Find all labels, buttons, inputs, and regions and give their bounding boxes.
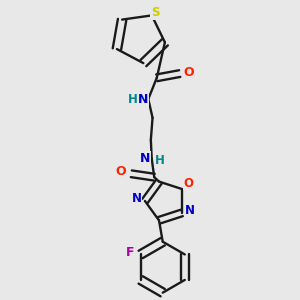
- Text: N: N: [140, 152, 150, 165]
- Text: O: O: [116, 165, 126, 178]
- Text: S: S: [151, 6, 159, 20]
- Text: F: F: [126, 246, 135, 259]
- Text: O: O: [184, 176, 194, 190]
- Text: N: N: [185, 204, 195, 217]
- Text: N: N: [131, 192, 141, 205]
- Text: H: H: [155, 154, 165, 167]
- Text: H: H: [128, 92, 138, 106]
- Text: O: O: [183, 66, 194, 79]
- Text: N: N: [138, 92, 148, 106]
